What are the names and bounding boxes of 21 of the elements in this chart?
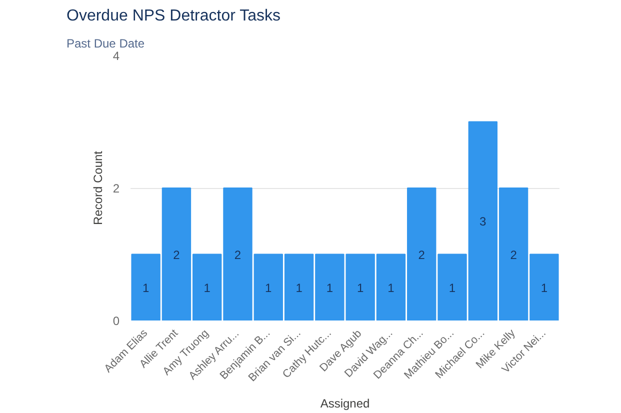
- chart-subtitle: Past Due Date: [66, 36, 145, 50]
- chart-title: Overdue NPS Detractor Tasks: [66, 8, 281, 24]
- data-label: 1: [540, 280, 548, 295]
- y-axis-title: Record Count: [90, 150, 105, 226]
- data-label: 2: [234, 248, 242, 262]
- data-label: 1: [296, 280, 303, 295]
- y-tick-label: 2: [112, 182, 120, 196]
- data-label: 1: [356, 280, 364, 295]
- data-label: 1: [388, 280, 395, 295]
- data-label: 1: [448, 280, 456, 295]
- data-label: 1: [326, 280, 334, 295]
- y-tick-label: 0: [112, 314, 120, 328]
- data-label: 1: [204, 280, 211, 295]
- data-label: 1: [142, 280, 150, 295]
- data-label: 1: [265, 280, 272, 295]
- x-axis-title: Assigned: [320, 396, 370, 410]
- y-tick-label: 4: [112, 49, 120, 63]
- data-label: 2: [510, 248, 518, 262]
- data-label: 2: [418, 248, 426, 262]
- data-label: 3: [480, 214, 487, 229]
- data-label: 2: [173, 248, 180, 262]
